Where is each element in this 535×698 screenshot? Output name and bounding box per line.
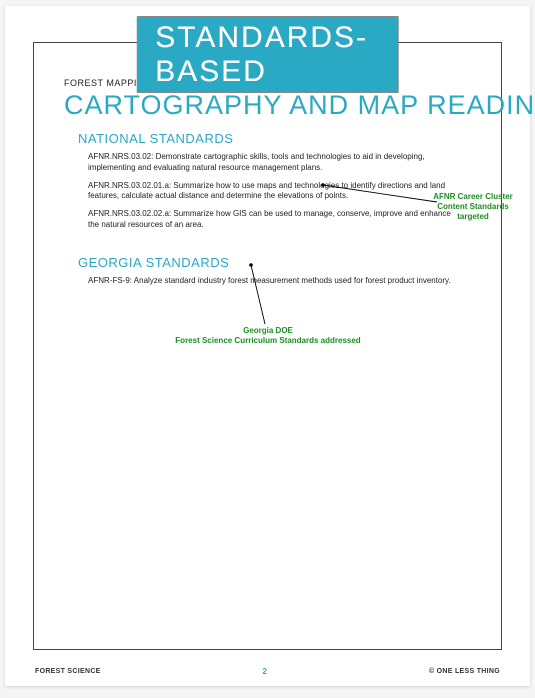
page-footer: FOREST SCIENCE 2 © ONE LESS THING	[35, 667, 500, 676]
standard-item: AFNR.NRS.03.02.02.a: Summarize how GIS c…	[88, 209, 451, 231]
content-frame: FOREST MAPPING AND UTILIZING TECHNOLOGY …	[33, 42, 502, 650]
main-title: CARTOGRAPHY AND MAP READING	[64, 90, 535, 121]
standard-item: AFNR-FS-9: Analyze standard industry for…	[88, 276, 451, 287]
callout-line: Georgia DOE	[243, 326, 293, 335]
national-heading: NATIONAL STANDARDS	[78, 131, 471, 146]
footer-page-number: 2	[262, 667, 267, 676]
callout-line: Forest Science Curriculum Standards addr…	[175, 336, 360, 345]
standard-item: AFNR.NRS.03.02.01.a: Summarize how to us…	[88, 181, 451, 203]
title-row: CARTOGRAPHY AND MAP READING	[64, 90, 471, 121]
callout-line: targeted	[457, 212, 489, 221]
footer-right: © ONE LESS THING	[429, 668, 500, 675]
callout-georgia: Georgia DOE Forest Science Curriculum St…	[163, 326, 373, 346]
georgia-heading: GEORGIA STANDARDS	[78, 255, 471, 270]
callout-line: Content Standards	[437, 202, 509, 211]
document-page: STANDARDS-BASED FOREST MAPPING AND UTILI…	[5, 6, 530, 686]
standard-item: AFNR.NRS.03.02: Demonstrate cartographic…	[88, 152, 451, 174]
footer-left: FOREST SCIENCE	[35, 668, 101, 675]
title-banner: STANDARDS-BASED	[136, 16, 399, 93]
callout-line: AFNR Career Cluster	[433, 192, 513, 201]
callout-afnr: AFNR Career Cluster Content Standards ta…	[423, 192, 523, 222]
banner-text: STANDARDS-BASED	[155, 21, 380, 89]
